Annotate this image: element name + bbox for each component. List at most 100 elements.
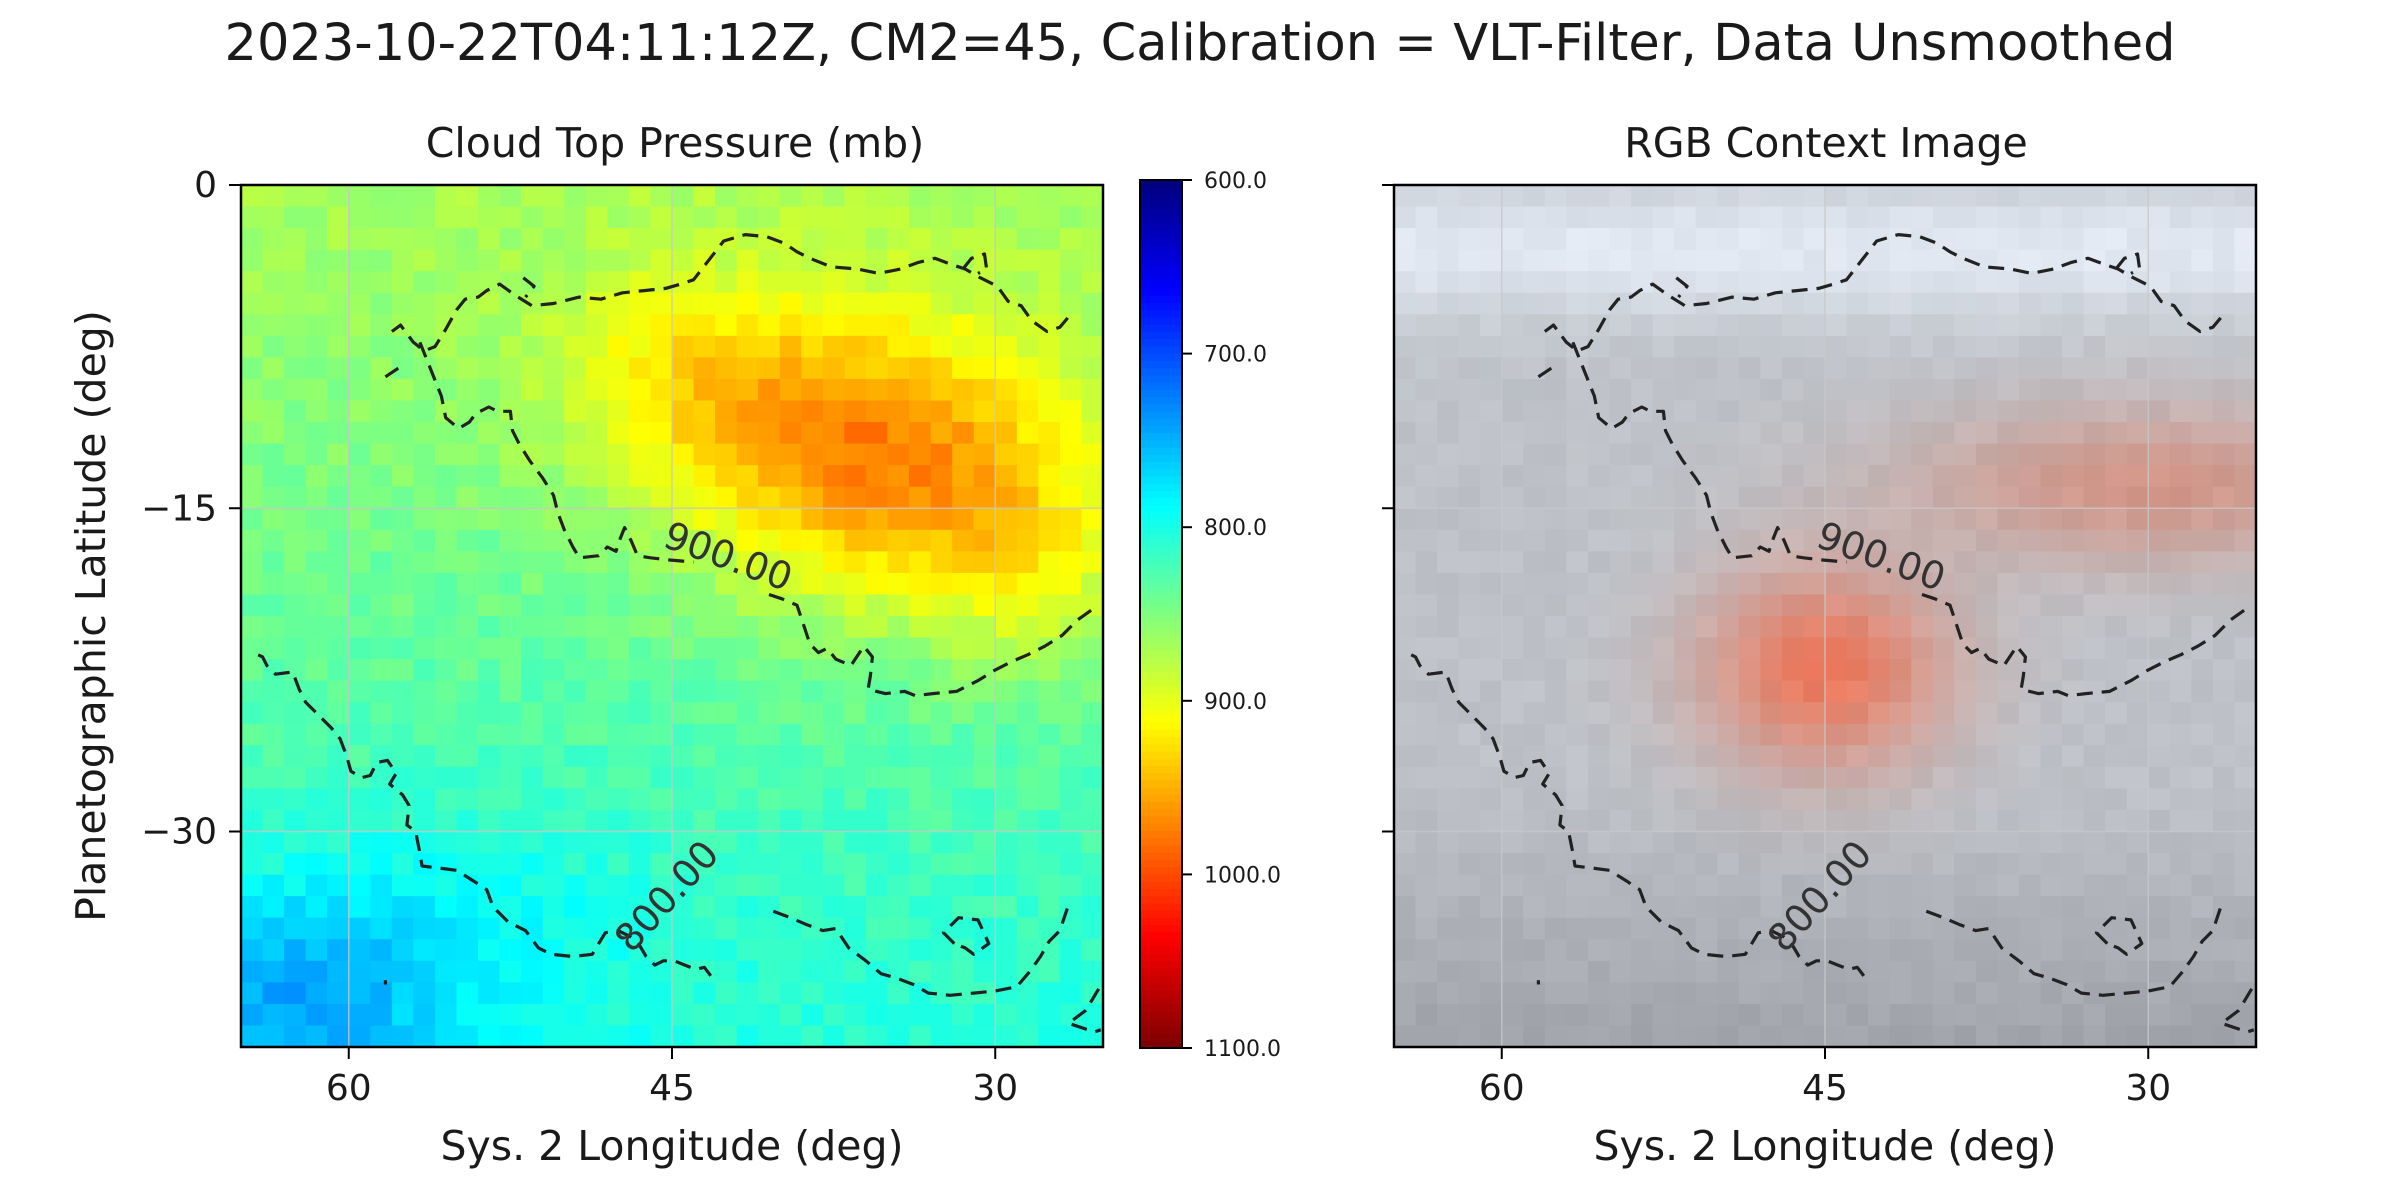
ctp-cell: [822, 896, 845, 919]
ctp-cell: [607, 185, 630, 208]
rgb-cell: [1652, 939, 1675, 962]
ctp-ylabel: Planetographic Latitude (deg): [67, 310, 115, 922]
rgb-cell: [2148, 788, 2171, 811]
ctp-gridlines: [241, 184, 1103, 1047]
rgb-cell: [2148, 896, 2171, 919]
ctp-cell: [844, 335, 867, 358]
rgb-cell: [1932, 723, 1955, 746]
rgb-cell: [1695, 185, 1718, 208]
ctp-cell: [672, 335, 695, 358]
rgb-cell: [2062, 400, 2085, 423]
colorbar-segment: [1140, 686, 1182, 695]
ctp-cell: [1081, 616, 1104, 639]
rgb-cell: [1652, 508, 1675, 531]
ctp-cell: [715, 917, 738, 940]
ctp-cell: [1038, 659, 1061, 682]
ctp-cell: [995, 357, 1018, 380]
rgb-cell: [1437, 594, 1460, 617]
ctp-cell: [736, 1003, 759, 1027]
rgb-cell: [1695, 1025, 1718, 1048]
ctp-cell: [973, 809, 996, 833]
ctp-cell: [1038, 616, 1061, 639]
ctp-cell: [1038, 422, 1061, 445]
ctp-cell: [822, 572, 845, 596]
rgb-cell: [1760, 551, 1783, 574]
ctp-cell: [327, 551, 350, 574]
ctp-cell: [348, 292, 371, 315]
rgb-cell: [2018, 422, 2042, 445]
ctp-cell: [370, 809, 393, 833]
rgb-cell: [1458, 572, 1481, 596]
rgb-cell: [1717, 960, 1740, 983]
ctp-cell: [1059, 443, 1083, 466]
ctp-cell: [844, 551, 867, 574]
rgb-cell: [1997, 659, 2020, 682]
ctp-cell: [585, 766, 608, 789]
rgb-cell: [2126, 680, 2149, 703]
rgb-cell: [1846, 960, 1869, 983]
ctp-cell: [715, 594, 738, 617]
ctp-cell: [779, 680, 802, 703]
ctp-cell: [391, 637, 414, 660]
rgb-cell: [1609, 831, 1632, 854]
rgb-cell: [2040, 292, 2063, 315]
rgb-cell: [1868, 1025, 1891, 1048]
ctp-cell: [672, 314, 695, 337]
rgb-cell: [1825, 659, 1848, 682]
ctp-cell: [348, 400, 371, 423]
rgb-cell: [1997, 378, 2020, 402]
contour-line: [2114, 252, 2142, 275]
ctp-cell: [434, 206, 458, 229]
ctp-cell: [822, 486, 845, 509]
rgb-cell: [1889, 551, 1912, 574]
rgb-cell: [2191, 616, 2214, 639]
ctp-cell: [650, 896, 673, 919]
rgb-cell: [2083, 228, 2106, 251]
rgb-cell: [1803, 422, 1826, 445]
rgb-cell: [1609, 1003, 1632, 1027]
rgb-cell: [1480, 335, 1503, 358]
ctp-cell: [456, 228, 479, 251]
ctp-cell: [607, 249, 630, 272]
ctp-cell: [628, 896, 652, 919]
ctp-cell: [973, 874, 996, 897]
rgb-cell: [2212, 400, 2236, 423]
rgb-cell: [1695, 378, 1718, 402]
rgb-cell: [1523, 529, 1546, 552]
ctp-cell: [284, 831, 307, 854]
rgb-cell: [2148, 917, 2171, 940]
colorbar-segment: [1140, 512, 1182, 521]
ctp-cell: [909, 788, 932, 811]
ctp-cell: [262, 551, 285, 574]
rgb-cell: [1587, 809, 1611, 833]
ctp-cell: [262, 637, 285, 660]
ctp-cell: [715, 723, 738, 746]
rgb-cell: [1523, 551, 1546, 574]
rgb-cell: [1544, 465, 1567, 488]
rgb-cell: [1458, 853, 1481, 876]
rgb-cell: [1523, 1025, 1546, 1048]
rgb-cell: [1803, 206, 1826, 229]
ctp-cell: [930, 702, 953, 725]
ctp-cell: [607, 335, 630, 358]
ctp-cell: [930, 659, 953, 682]
ctp-cell: [628, 745, 652, 768]
ctp-cell: [672, 723, 695, 746]
ctp-cell: [607, 529, 630, 552]
rgb-cell: [2126, 594, 2149, 617]
rgb-cell: [1781, 960, 1805, 983]
rgb-cell: [1415, 335, 1438, 358]
ctp-cell: [865, 551, 889, 574]
ctp-cell: [822, 551, 845, 574]
rgb-cell: [2062, 529, 2085, 552]
rgb-cell: [1954, 572, 1977, 596]
ctp-cell: [715, 680, 738, 703]
ctp-cell: [391, 529, 414, 552]
rgb-cell: [1868, 896, 1891, 919]
colorbar-segment: [1140, 975, 1182, 984]
ctp-cell: [521, 378, 544, 402]
ctp-cell: [262, 896, 285, 919]
rgb-cell: [2169, 939, 2192, 962]
contour-line: [1410, 653, 1866, 977]
ctp-cell: [585, 572, 608, 596]
